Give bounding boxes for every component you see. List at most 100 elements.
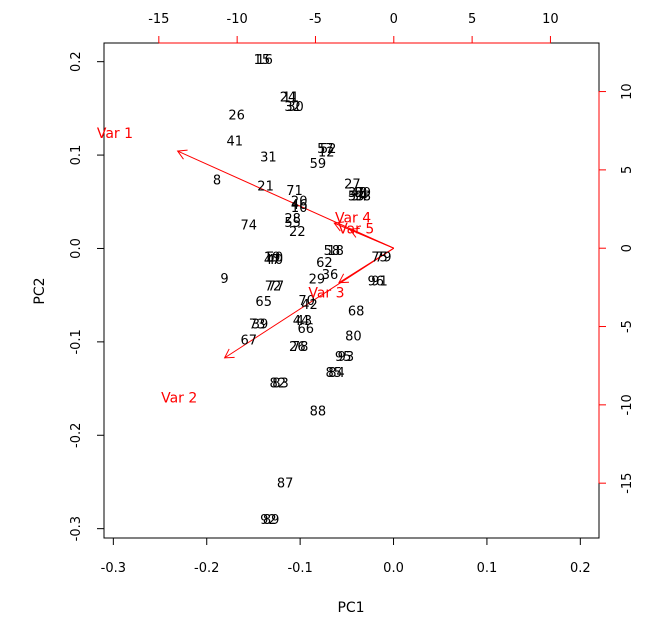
observation-label: 93 [338, 350, 355, 365]
x-tick-label: -0.2 [194, 561, 219, 576]
observation-label: 82 [269, 376, 286, 391]
loading-label: Var 3 [308, 286, 344, 302]
observation-label: 73 [249, 318, 266, 333]
y-tick-label: 0.1 [69, 145, 84, 166]
observation-label: 24 [280, 91, 297, 106]
right-tick-label: 10 [620, 83, 635, 100]
observation-label: 28 [284, 212, 301, 227]
observation-label: 26 [289, 340, 306, 355]
observation-label: 47 [264, 253, 281, 268]
observation-label: 10 [291, 201, 308, 216]
arrow-head [333, 221, 345, 232]
observation-label: 31 [260, 150, 277, 165]
observation-label: 58 [324, 244, 341, 259]
observation-label: 27 [344, 177, 361, 192]
observation-label: 18 [327, 244, 344, 259]
loading-label: Var 1 [97, 126, 133, 142]
observation-label: 16 [256, 53, 273, 68]
right-tick-label: -5 [620, 320, 635, 333]
observation-label: 41 [226, 135, 243, 150]
x-tick-label: 0.2 [570, 561, 591, 576]
observation-label: 89 [263, 513, 280, 528]
x-tick-label: 0.0 [383, 561, 404, 576]
observation-label: 62 [316, 256, 333, 271]
observation-label: 52 [320, 142, 337, 157]
observation-label: 80 [345, 330, 362, 345]
y-tick-label: -0.2 [69, 423, 84, 448]
loading-label: Var 5 [338, 221, 374, 237]
arrow-head [338, 273, 349, 284]
observation-label: 50 [267, 250, 284, 265]
observation-label: 78 [292, 340, 309, 355]
observation-label: 37 [348, 186, 365, 201]
top-tick-label: 0 [390, 12, 398, 27]
observation-label: 98 [354, 190, 371, 205]
observation-label: 8 [213, 174, 221, 189]
observation-label: 70 [298, 294, 315, 309]
x-tick-label: 0.1 [477, 561, 498, 576]
observation-label: 91 [371, 275, 388, 290]
observation-label: 72 [265, 279, 282, 294]
observation-label: 39 [252, 318, 269, 333]
observation-label: 75 [371, 250, 388, 265]
observation-label: 88 [310, 404, 327, 419]
observation-label: 12 [318, 146, 335, 161]
observation-label: 43 [296, 314, 313, 329]
right-tick-label: 0 [620, 244, 635, 252]
observation-label: 36 [322, 268, 339, 283]
observation-label: 99 [354, 186, 371, 201]
observation-label: 84 [328, 366, 345, 381]
observation-label: 42 [301, 298, 318, 313]
observation-label: 87 [277, 476, 294, 491]
observation-label: 74 [240, 219, 257, 234]
loading-arrow [338, 247, 395, 284]
y-axis-left: -0.3 -0.2 -0.1 0.0 0.1 0.2 [69, 51, 105, 541]
observation-label: 53 [348, 190, 365, 205]
observation-label: 32 [284, 100, 301, 115]
right-tick-label: -10 [620, 394, 635, 415]
y-tick-label: 0.0 [69, 238, 84, 259]
x-axis-title: PC1 [337, 600, 364, 616]
y-tick-label: 0.2 [69, 51, 84, 72]
observation-label: 29 [309, 273, 326, 288]
observation-label: 15 [254, 53, 271, 68]
x-axis-top-loadings: -15 -10 -5 0 5 10 [148, 12, 559, 44]
x-tick-label: -0.1 [287, 561, 312, 576]
observation-label: 79 [375, 250, 392, 265]
observation-label: 71 [286, 184, 303, 199]
top-tick-label: 5 [468, 12, 476, 27]
arrow-shaft [349, 228, 394, 249]
right-tick-label: 5 [620, 166, 635, 174]
observation-label: 40 [267, 253, 284, 268]
observation-label: 66 [297, 322, 314, 337]
observation-label: 46 [291, 198, 308, 213]
observation-label: 77 [268, 279, 285, 294]
top-tick-label: 10 [542, 12, 559, 27]
loading-arrow [176, 149, 394, 249]
arrow-head [176, 149, 188, 160]
observation-label: 48 [351, 186, 368, 201]
loading-arrows [176, 149, 395, 359]
observation-label: 95 [335, 350, 352, 365]
observation-label: 68 [348, 304, 365, 319]
loading-arrow [349, 227, 394, 249]
x-tick-label: -0.3 [101, 561, 126, 576]
arrow-head [223, 348, 235, 359]
loading-label: Var 2 [161, 391, 197, 407]
observation-label: 59 [310, 157, 327, 172]
x-axis-bottom: -0.3 -0.2 -0.1 0.0 0.1 0.2 [101, 537, 591, 576]
observation-label: 65 [255, 295, 272, 310]
loading-label: Var 4 [335, 210, 371, 226]
y-axis-right-loadings: -15 -10 -5 0 5 10 [598, 83, 635, 494]
observation-label: 67 [240, 333, 257, 348]
observation-label: 55 [284, 216, 301, 231]
observation-label: 9 [220, 272, 228, 287]
observation-label: 21 [257, 179, 274, 194]
y-tick-label: -0.1 [69, 329, 84, 354]
right-tick-label: -15 [620, 473, 635, 494]
observation-label: 44 [293, 314, 310, 329]
observation-label: 26 [228, 108, 245, 123]
